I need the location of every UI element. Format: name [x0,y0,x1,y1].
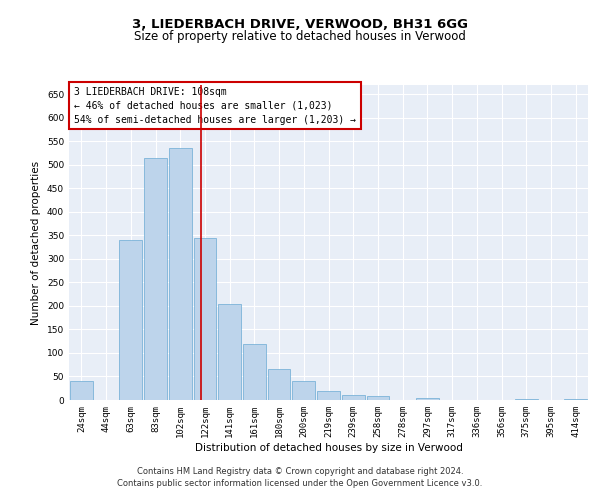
Bar [169,148,191,400]
Bar [218,304,241,400]
Text: Contains HM Land Registry data © Crown copyright and database right 2024.
Contai: Contains HM Land Registry data © Crown c… [118,466,482,487]
Bar [194,238,216,400]
Text: Size of property relative to detached houses in Verwood: Size of property relative to detached ho… [134,30,466,43]
Text: 3, LIEDERBACH DRIVE, VERWOOD, BH31 6GG: 3, LIEDERBACH DRIVE, VERWOOD, BH31 6GG [132,18,468,30]
Bar [564,399,587,400]
Bar [268,370,290,400]
Y-axis label: Number of detached properties: Number of detached properties [31,160,41,324]
Bar [243,344,266,400]
Bar [515,399,538,400]
Bar [292,381,315,400]
Bar [317,390,340,400]
Bar [70,381,93,400]
Bar [119,240,142,400]
X-axis label: Distribution of detached houses by size in Verwood: Distribution of detached houses by size … [194,442,463,452]
Bar [144,158,167,400]
Bar [416,398,439,400]
Bar [367,396,389,400]
Bar [342,396,365,400]
Text: 3 LIEDERBACH DRIVE: 108sqm
← 46% of detached houses are smaller (1,023)
54% of s: 3 LIEDERBACH DRIVE: 108sqm ← 46% of deta… [74,86,356,124]
